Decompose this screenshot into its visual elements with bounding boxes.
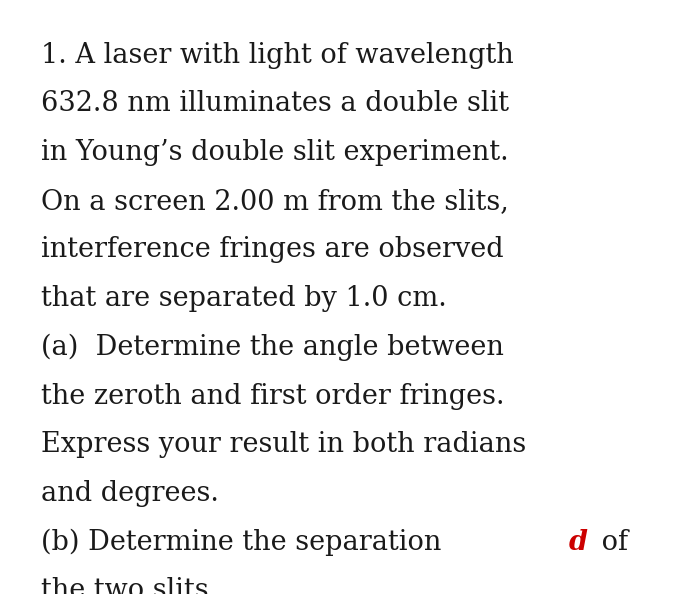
Text: the zeroth and first order fringes.: the zeroth and first order fringes. xyxy=(41,383,505,409)
Text: and degrees.: and degrees. xyxy=(41,480,219,507)
Text: (a)  Determine the angle between: (a) Determine the angle between xyxy=(41,334,504,361)
Text: On a screen 2.00 m from the slits,: On a screen 2.00 m from the slits, xyxy=(41,188,509,214)
Text: 1. A laser with light of wavelength: 1. A laser with light of wavelength xyxy=(41,42,514,68)
Text: in Young’s double slit experiment.: in Young’s double slit experiment. xyxy=(41,139,509,166)
Text: that are separated by 1.0 cm.: that are separated by 1.0 cm. xyxy=(41,285,447,312)
Text: of: of xyxy=(594,529,629,555)
Text: d: d xyxy=(569,529,588,555)
Text: interference fringes are observed: interference fringes are observed xyxy=(41,236,504,263)
Text: the two slits.: the two slits. xyxy=(41,577,217,594)
Text: (b) Determine the separation: (b) Determine the separation xyxy=(41,529,450,556)
Text: 632.8 nm illuminates a double slit: 632.8 nm illuminates a double slit xyxy=(41,90,509,117)
Text: Express your result in both radians: Express your result in both radians xyxy=(41,431,526,458)
